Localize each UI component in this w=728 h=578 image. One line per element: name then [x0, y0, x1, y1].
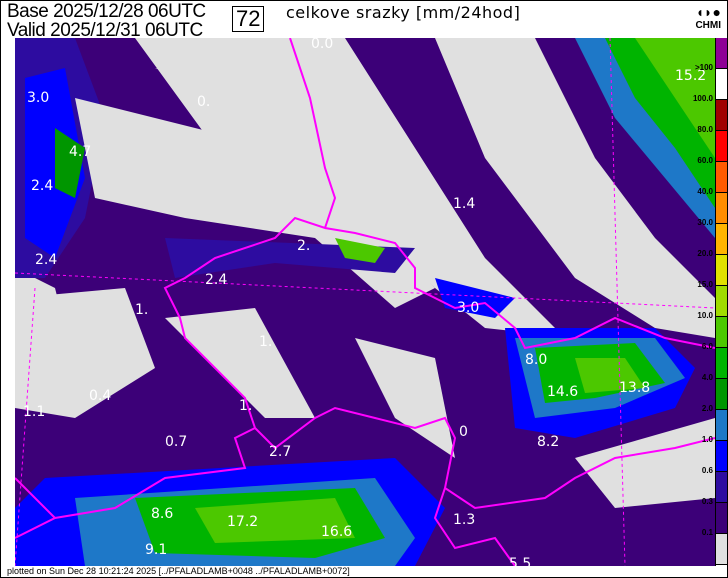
value-label: 5.5	[509, 556, 532, 566]
value-label: 0.7	[165, 434, 188, 450]
value-label: 1.3	[453, 512, 476, 528]
map-title: celkove srazky [mm/24hod]	[286, 3, 521, 22]
footer-plot-info: plotted on Sun Dec 28 10:21:24 2025 [../…	[7, 566, 350, 576]
value-label: 1.4	[453, 196, 476, 212]
legend-swatch	[716, 38, 727, 69]
legend-label: 60.0	[697, 156, 713, 165]
legend-label: 30.0	[697, 218, 713, 227]
legend-swatch	[716, 162, 727, 193]
grid-lines	[15, 38, 715, 566]
legend-label: 1.0	[701, 435, 713, 444]
legend-swatch	[716, 441, 727, 472]
legend-label: >100	[694, 63, 713, 72]
value-label: 2.4	[205, 272, 228, 288]
legend-label: 6.0	[701, 342, 713, 351]
value-label: 9.1	[145, 542, 168, 558]
legend-swatch	[716, 286, 727, 317]
legend-label: 0.6	[701, 466, 713, 475]
value-label: 13.8	[619, 380, 651, 396]
legend-label: 0.3	[701, 497, 713, 506]
value-label: 2.7	[269, 444, 292, 460]
legend-label: 0.1	[701, 528, 713, 537]
value-label: 8.6	[151, 506, 174, 522]
value-label: 0.0	[311, 38, 334, 52]
precipitation-field	[15, 38, 715, 566]
value-label: 0.	[197, 94, 211, 110]
legend-swatch	[716, 193, 727, 224]
color-scale-legend	[715, 38, 727, 566]
legend-swatch	[716, 534, 727, 565]
country-borders	[15, 38, 715, 566]
value-label: 1.	[259, 334, 273, 350]
legend-label: 15.0	[697, 280, 713, 289]
legend-label: 4.0	[701, 373, 713, 382]
value-label: 16.6	[321, 524, 353, 540]
chmi-logo: ◖◗● CHMI	[695, 4, 721, 31]
value-label: 0.4	[89, 388, 112, 404]
legend-swatch	[716, 410, 727, 441]
lead-hours: 72	[232, 6, 265, 32]
legend-swatch	[716, 317, 727, 348]
value-label: 17.2	[227, 514, 259, 530]
value-label: 8.2	[537, 434, 560, 450]
legend-swatch	[716, 69, 727, 100]
legend-swatch	[716, 224, 727, 255]
base-time: Base 2025/12/28 06UTC	[7, 1, 206, 22]
value-label: 15.2	[675, 68, 707, 84]
legend-swatch	[716, 472, 727, 503]
value-label: 2.4	[35, 252, 58, 268]
value-label: 3.0	[457, 300, 480, 316]
legend-label: 80.0	[697, 125, 713, 134]
value-label: 14.6	[547, 384, 579, 400]
valid-time: Valid 2025/12/31 06UTC	[7, 20, 203, 41]
value-label: 2.	[297, 238, 311, 254]
legend-label: 2.0	[701, 404, 713, 413]
legend-swatch	[716, 131, 727, 162]
legend-swatch	[716, 379, 727, 410]
legend-swatch	[716, 503, 727, 534]
legend-label: 10.0	[697, 311, 713, 320]
legend-label: 20.0	[697, 249, 713, 258]
legend-swatch	[716, 255, 727, 286]
legend-swatch	[716, 100, 727, 131]
value-label: 8.0	[525, 352, 548, 368]
legend-label: 100.0	[692, 94, 713, 103]
value-label: 1.1	[23, 404, 46, 420]
legend-swatch	[716, 348, 727, 379]
value-label: 3.0	[27, 90, 50, 106]
value-label: 4.7	[69, 144, 92, 160]
value-label: 1.	[239, 398, 253, 414]
legend-label: 40.0	[697, 187, 713, 196]
value-label: 0	[459, 424, 468, 440]
precip-bands	[15, 38, 715, 566]
value-label: 2.4	[31, 178, 54, 194]
value-label: 1.	[135, 302, 149, 318]
map-area: 1.50.00.3.04.72.42.42.42.1.415.23.01.1.8…	[15, 38, 715, 566]
